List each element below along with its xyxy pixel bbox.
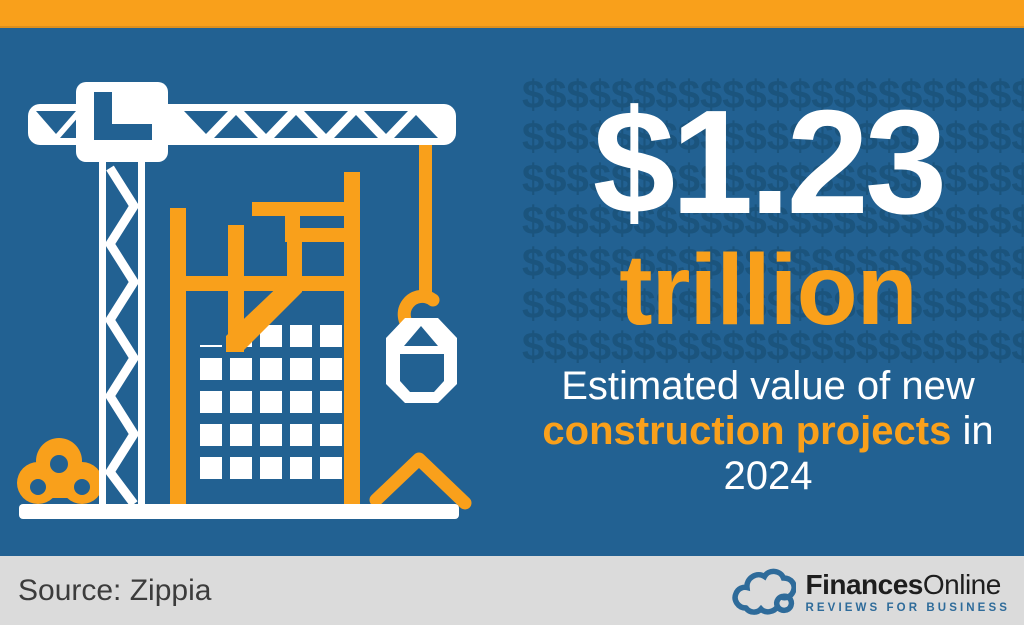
brand-name-regular: Online [922,569,1001,600]
crane-mast [99,150,145,510]
construction-crane-illustration [17,82,472,519]
stat-description: Estimated value of new construction proje… [518,364,1018,499]
brand-text: FinancesOnline REVIEWS FOR BUSINESS [805,569,1011,615]
hoist-block [386,318,457,403]
brand-tagline: REVIEWS FOR BUSINESS [805,602,1010,614]
crane-cab [76,82,168,162]
dollar-sign-pattern: $$$$$$$$$$$$$$$$$$$$$$$ $$$$$$$$$$$$$$$$$… [522,74,1024,396]
dollar-pattern-row: $$$$$$$$$$$$$$$$$$$$$$$$$$ [522,283,1024,327]
brand-name: FinancesOnline [805,569,1002,600]
source-label: Source: Zippia [18,574,212,607]
stat-unit: trillion [619,234,918,346]
brand-name-bold: Finances [805,569,924,600]
cloud-logo-icon [731,568,796,615]
crane-cable [419,140,432,298]
top-accent-bar [0,0,1024,28]
dollar-pattern-row: $$$$$$$$$$$$$$$$$$$$$$$$$$ [522,325,1024,369]
desc-highlight: construction projects [542,409,952,453]
desc-year: 2024 [723,454,813,498]
stat-panel: $$$$$$$$$$$$$$$$$$$$$$$ $$$$$$$$$$$$$$$$$… [512,28,1024,556]
building-frame [170,172,360,508]
dollar-pattern-row: $$$$$$$$$$$$$$$$$$$$$$$$$$ [522,115,1024,159]
dollar-pattern-row: $$$$$$$$$$$$$$$$$$$$$$$$$$ [522,157,1024,201]
rock-pile [17,438,103,504]
ground-line [19,504,459,519]
stat-amount: $1.23 [592,80,947,245]
dollar-pattern-row: $$$$$$$$$$$$$$$$$$$$$$$$$$ [522,199,1024,243]
desc-suffix: in [951,409,994,453]
desc-line1: Estimated value of new [561,364,975,408]
footer-bar: Source: Zippia FinancesOnline REVIEWS FO… [0,556,1024,625]
main-canvas: $$$$$$$$$$$$$$$$$$$$$$$ $$$$$$$$$$$$$$$$$… [0,28,1024,556]
dollar-pattern-row: $$$$$$$$$$$$$$$$$$$$$$$$$$ [522,241,1024,285]
sand-pile [369,452,472,510]
dollar-pattern-row: $$$$$$$$$$$$$$$$$$$$$$$$$$ [522,74,1024,117]
brand-logo: FinancesOnline REVIEWS FOR BUSINESS [730,564,1011,620]
building-windows [200,325,342,479]
